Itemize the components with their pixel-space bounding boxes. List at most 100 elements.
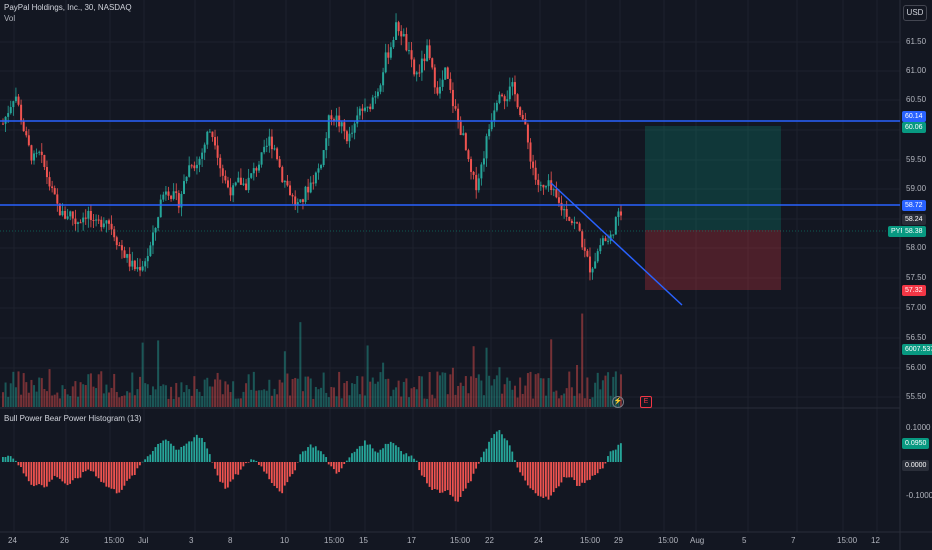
- volume-bar: [25, 382, 28, 407]
- volume-bar: [436, 371, 439, 407]
- candle-body: [242, 183, 245, 185]
- histogram-bar: [149, 454, 152, 462]
- volume-bar: [151, 386, 154, 407]
- volume-bar: [513, 385, 516, 407]
- histogram-bar: [170, 443, 172, 462]
- volume-bar: [102, 393, 105, 407]
- volume-bar: [477, 374, 480, 407]
- candle-body: [208, 131, 211, 133]
- volume-bar: [338, 371, 341, 407]
- volume-bar: [291, 379, 294, 407]
- histogram-bar: [511, 451, 514, 462]
- volume-bar: [348, 395, 351, 407]
- histogram-bar: [581, 462, 584, 483]
- grid-lines: [0, 0, 900, 532]
- candle-body: [400, 31, 403, 37]
- histogram-bar: [418, 462, 421, 471]
- volume-bar: [581, 313, 584, 407]
- histogram-bar: [524, 462, 527, 481]
- volume-bar: [557, 398, 560, 407]
- histogram-bar: [353, 451, 356, 462]
- volume-bar: [550, 339, 553, 407]
- volume-bar: [265, 390, 268, 407]
- indicator-label[interactable]: Bull Power Bear Power Histogram (13): [4, 414, 142, 423]
- histogram-bar: [226, 462, 229, 488]
- histogram-bar: [472, 462, 475, 474]
- histogram-bar: [309, 444, 312, 462]
- candle-body: [330, 115, 333, 120]
- candle-body: [457, 108, 460, 121]
- trend-line[interactable]: [550, 182, 683, 306]
- volume-label[interactable]: Vol: [4, 14, 16, 23]
- volume-bar: [449, 374, 452, 407]
- symbol-title[interactable]: PayPal Holdings, Inc., 30, NASDAQ: [4, 3, 132, 12]
- candle-body: [555, 189, 558, 198]
- candle-body: [263, 146, 266, 153]
- long-position-profit-zone[interactable]: [645, 126, 781, 230]
- volume-bar: [379, 372, 382, 407]
- volume-bar: [30, 379, 33, 407]
- price-tick-label: 59.50: [906, 155, 927, 164]
- volume-bar: [120, 396, 123, 407]
- volume-bar: [12, 371, 15, 407]
- candle-body: [69, 211, 72, 217]
- volume-bar: [7, 396, 10, 407]
- candle-body: [438, 86, 441, 94]
- volume-bar: [594, 382, 597, 407]
- histogram-bar: [464, 462, 467, 489]
- candle-body: [340, 122, 343, 127]
- volume-bar: [519, 377, 522, 407]
- histogram-bar: [252, 459, 255, 462]
- histogram-bar: [519, 462, 521, 473]
- volume-bar: [475, 377, 478, 407]
- price-tag: 60.14: [902, 111, 926, 122]
- volume-bar: [438, 375, 441, 407]
- histogram-bar: [304, 450, 307, 462]
- candle-body: [423, 58, 426, 62]
- histogram-bar: [462, 462, 465, 492]
- histogram-bar: [214, 462, 216, 469]
- earnings-e-button[interactable]: E: [640, 396, 652, 408]
- histogram-bar: [56, 462, 59, 478]
- histogram-bar: [4, 457, 7, 462]
- volume-bar: [66, 394, 69, 407]
- price-tag: 58.38: [902, 226, 926, 237]
- candlestick-series[interactable]: [2, 13, 622, 281]
- candle-body: [583, 247, 586, 251]
- candle-body: [206, 131, 209, 145]
- volume-bar: [459, 382, 462, 407]
- candle-body: [511, 82, 514, 87]
- candle-body: [14, 96, 17, 102]
- time-tick-label: 7: [791, 536, 796, 545]
- currency-button[interactable]: USD: [903, 5, 927, 21]
- volume-bar: [426, 398, 429, 407]
- candle-body: [260, 152, 263, 165]
- candle-body: [545, 186, 548, 188]
- long-position-loss-zone[interactable]: [645, 230, 781, 290]
- volume-bar: [555, 390, 558, 407]
- candle-body: [475, 174, 478, 191]
- candle-body: [291, 195, 294, 197]
- volume-bar: [521, 393, 524, 407]
- lightning-icon[interactable]: ⚡: [612, 396, 624, 408]
- candle-body: [141, 266, 144, 271]
- volume-bar: [40, 378, 43, 407]
- histogram-bar: [144, 459, 147, 462]
- candle-body: [250, 173, 253, 178]
- histogram-bar: [195, 434, 198, 462]
- candle-body: [27, 135, 30, 146]
- candle-body: [470, 159, 473, 172]
- candle-body: [516, 94, 519, 108]
- histogram-bar: [84, 462, 87, 472]
- volume-bar: [405, 378, 408, 407]
- candle-body: [92, 219, 95, 221]
- time-tick-label: 3: [189, 536, 194, 545]
- candle-body: [420, 58, 423, 73]
- candle-body: [557, 197, 560, 203]
- histogram-bar: [260, 462, 263, 467]
- volume-bar: [27, 392, 30, 407]
- candle-body: [195, 164, 198, 169]
- volume-bar: [415, 389, 418, 407]
